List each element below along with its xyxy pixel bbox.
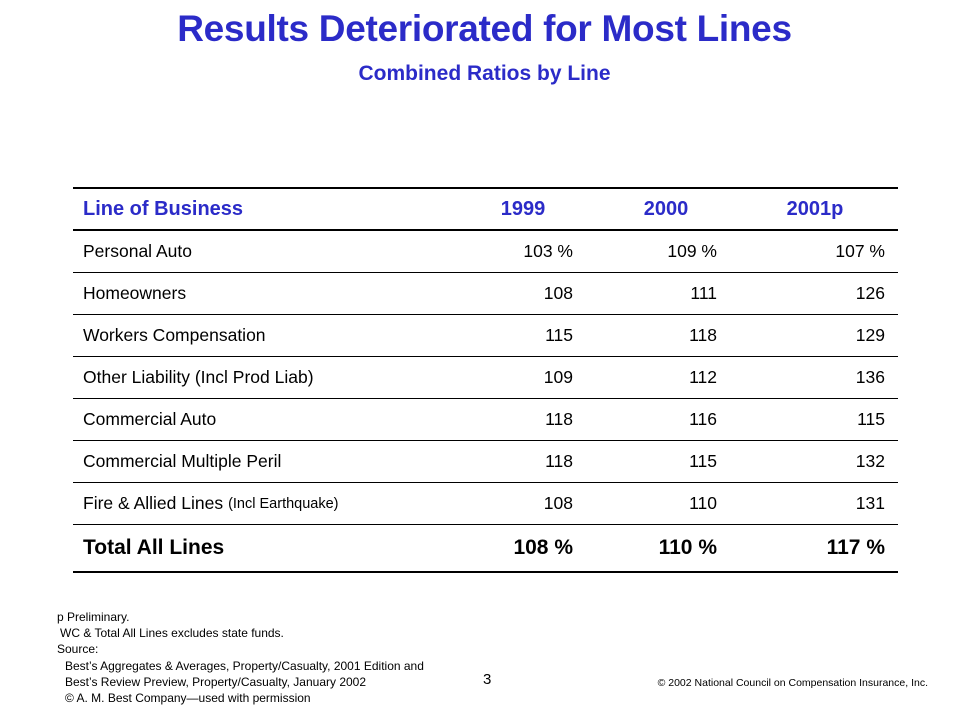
page-number: 3 [483,671,492,688]
header-line-of-business: Line of Business [83,197,244,220]
value-1999: 108 [543,283,573,303]
value-1999: 118 [545,409,573,429]
value-2001p: 129 [855,325,885,345]
header-2001p: 2001p [786,197,844,220]
value-1999: 109 [543,367,573,387]
value-2000: 109 % [667,241,717,261]
total-row: Total All Lines 108 % 110 % 117 % [73,525,898,571]
footnote-source-1: Best’s Aggregates & Averages, Property/C… [65,658,424,673]
value-2000: 118 [689,325,717,345]
footnote-preliminary: p Preliminary. [57,610,130,624]
line-name: Fire & Allied Lines [83,493,224,513]
combined-ratios-table: Line of Business 1999 2000 2001p Persona… [73,187,898,573]
page-title: Results Deteriorated for Most Lines [177,8,792,49]
line-of-business-cell: Fire & Allied Lines (Incl Earthquake) [83,483,339,524]
table-row: Commercial Multiple Peril 118 115 132 [73,441,898,483]
table-header-row: Line of Business 1999 2000 2001p [73,189,898,231]
header-2000: 2000 [643,197,689,220]
line-name: Commercial Auto [83,409,217,429]
line-of-business-cell: Other Liability (Incl Prod Liab) [83,357,314,398]
value-2001p: 126 [855,283,885,303]
footnote-source-3: © A. M. Best Company—used with permissio… [65,691,311,706]
table-row: Homeowners 108 111 126 [73,273,898,315]
total-1999: 108 % [513,536,573,559]
value-2000: 110 [689,493,717,513]
line-of-business-cell: Homeowners [83,273,186,314]
line-name: Workers Compensation [83,325,266,345]
line-of-business-cell: Commercial Auto [83,399,216,440]
value-1999: 118 [545,451,573,471]
value-2000: 116 [689,409,717,429]
value-2001p: 115 [857,409,885,429]
value-1999: 108 [543,493,573,513]
value-2001p: 132 [855,451,885,471]
header-1999: 1999 [500,197,546,220]
value-2001p: 136 [855,367,885,387]
copyright-notice: © 2002 National Council on Compensation … [657,677,928,689]
value-2000: 111 [690,283,717,303]
footnote-source-2: Best’s Review Preview, Property/Casualty… [65,674,367,689]
value-2000: 112 [689,367,717,387]
footnote-wc: WC & Total All Lines excludes state fund… [60,626,284,641]
page-subtitle: Combined Ratios by Line [358,62,611,85]
value-1999: 103 % [523,241,573,261]
footnote-source-label: Source: [57,642,99,657]
table-row: Workers Compensation 115 118 129 [73,315,898,357]
line-name: Other Liability (Incl Prod Liab) [83,367,314,387]
total-label: Total All Lines [83,536,225,559]
line-note: (Incl Earthquake) [228,495,339,512]
line-of-business-cell: Personal Auto [83,231,192,272]
table-row: Other Liability (Incl Prod Liab) 109 112 13… [73,357,898,399]
table-row: Fire & Allied Lines (Incl Earthquake) 108 1… [73,483,898,525]
table-row: Personal Auto 103 % 109 % 107 % [73,231,898,273]
line-of-business-cell: Workers Compensation [83,315,266,356]
total-2000: 110 % [658,536,717,559]
value-1999: 115 [545,325,573,345]
line-of-business-cell: Commercial Multiple Peril [83,441,281,482]
value-2001p: 107 % [835,241,885,261]
total-2001p: 117 % [826,536,885,559]
line-name: Commercial Multiple Peril [83,451,282,471]
value-2000: 115 [689,451,717,471]
line-name: Personal Auto [83,241,192,261]
value-2001p: 131 [855,493,885,513]
line-name: Homeowners [83,283,187,303]
table-row: Commercial Auto 118 116 115 [73,399,898,441]
footnotes: p Preliminary. WC & Total All Lines excl… [57,609,424,706]
